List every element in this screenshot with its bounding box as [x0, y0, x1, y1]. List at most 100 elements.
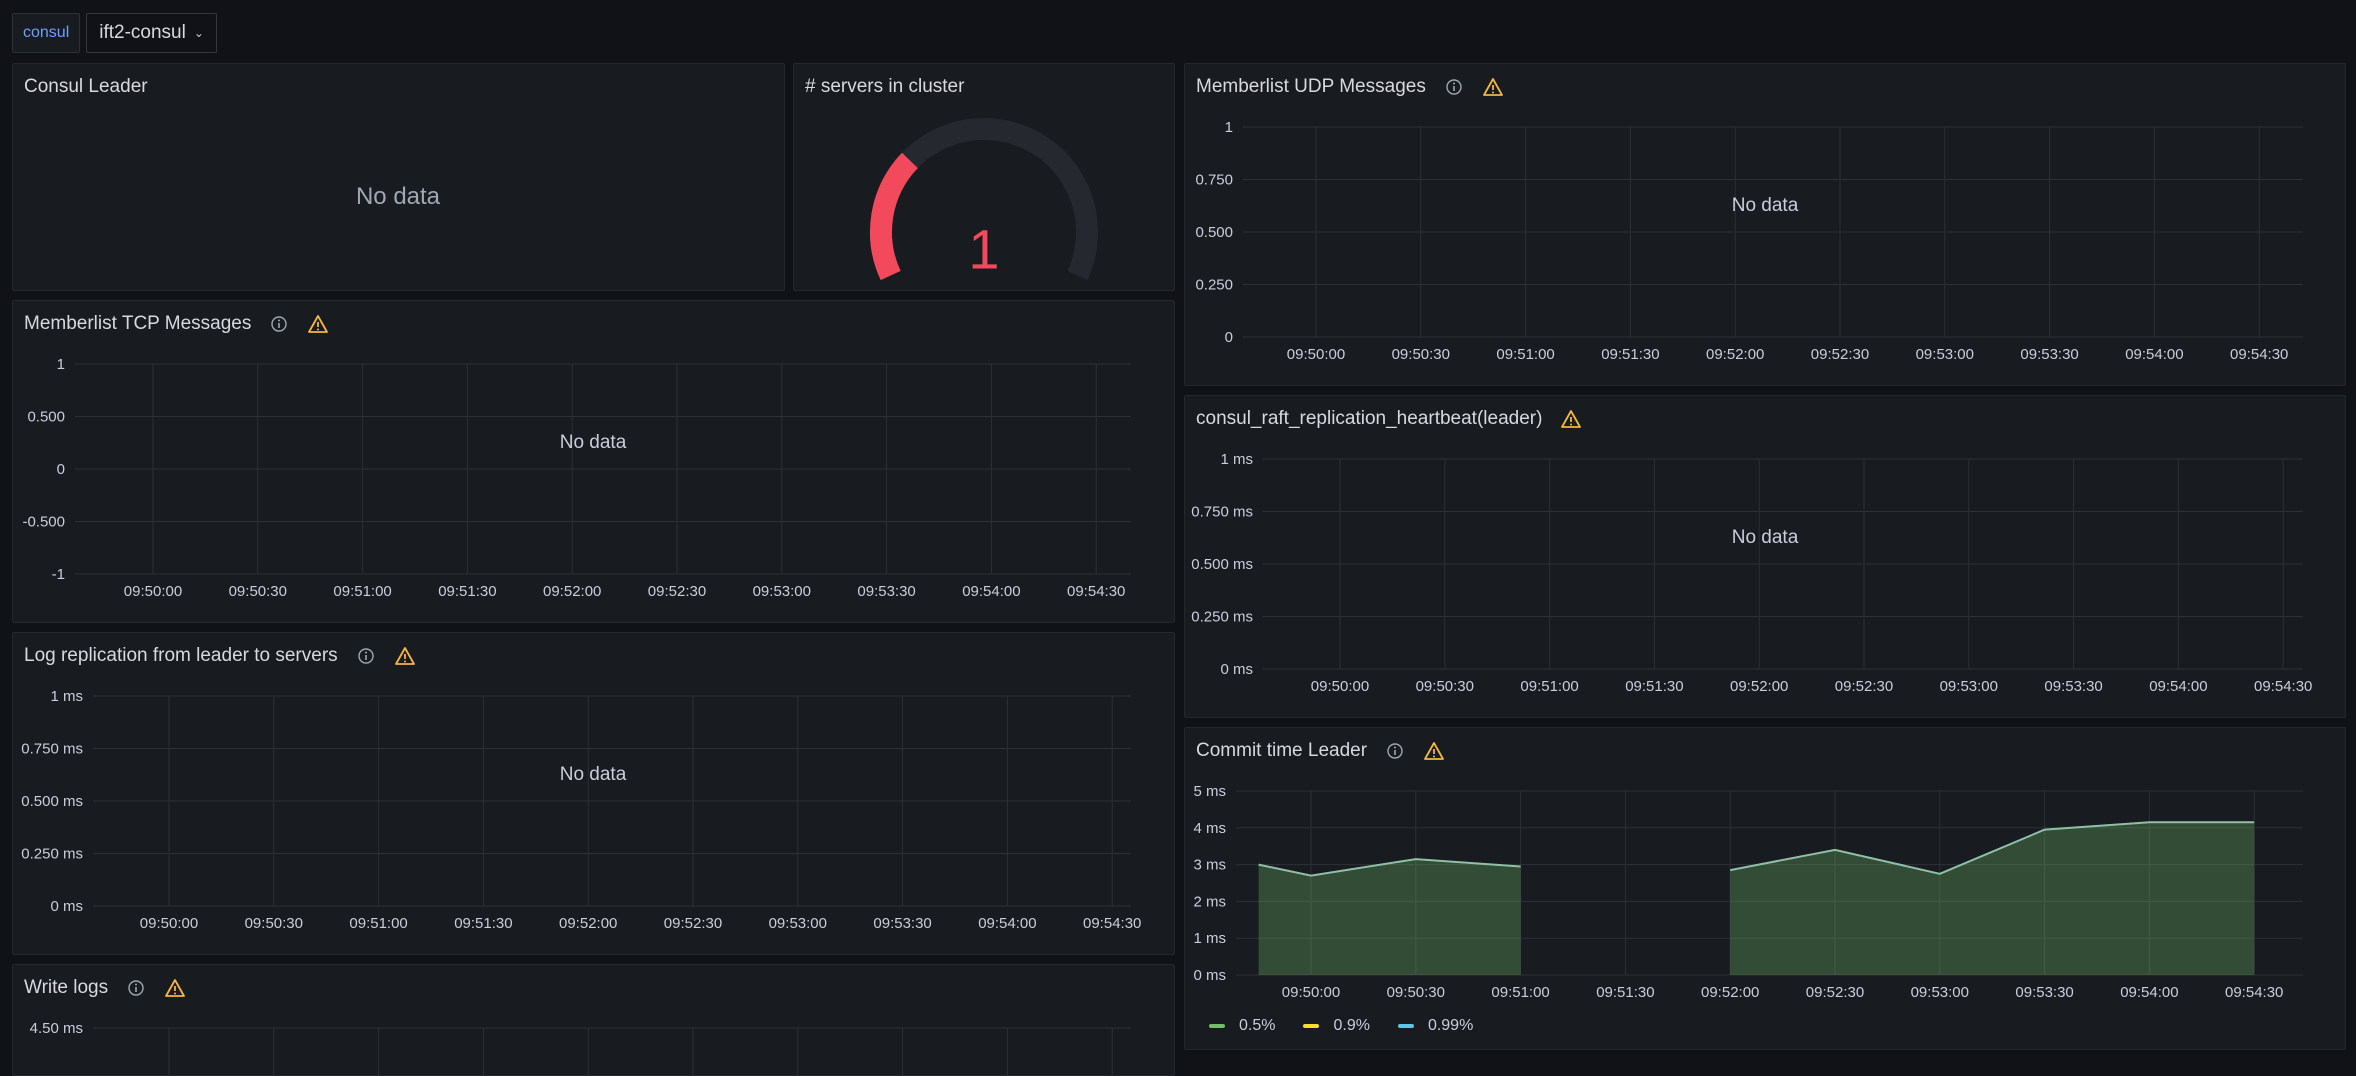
gauge-value: 1	[968, 217, 1000, 281]
panel-title[interactable]: Log replication from leader to servers	[24, 641, 416, 671]
info-icon[interactable]	[269, 314, 289, 334]
y-tick-label: 5 ms	[1193, 783, 1226, 800]
panel-title-text: consul_raft_replication_heartbeat(leader…	[1196, 408, 1543, 429]
x-tick-label: 09:51:00	[333, 583, 391, 600]
x-tick-label: 09:51:00	[1496, 346, 1554, 363]
x-tick-label: 09:50:30	[1416, 678, 1474, 695]
legend-item[interactable]: 0.5%	[1209, 1017, 1275, 1035]
x-tick-label: 09:51:30	[454, 915, 512, 932]
y-tick-label: 4 ms	[1193, 820, 1226, 837]
y-tick-label: -1	[52, 566, 65, 583]
x-tick-label: 09:52:30	[648, 583, 706, 600]
x-tick-label: 09:50:00	[1287, 346, 1345, 363]
x-tick-label: 09:52:30	[1806, 984, 1864, 1001]
x-tick-label: 09:50:00	[1311, 678, 1369, 695]
x-tick-label: 09:51:30	[1596, 984, 1654, 1001]
panel-raft-heartbeat: consul_raft_replication_heartbeat(leader…	[1184, 395, 2346, 718]
x-tick-label: 09:54:30	[2225, 984, 2283, 1001]
warning-icon[interactable]	[1423, 741, 1445, 761]
x-tick-label: 09:50:00	[124, 583, 182, 600]
chart-heartbeat: 1 ms 0.750 ms 0.500 ms 0.250 ms 0 ms 09:50:00…	[1191, 451, 2312, 695]
panel-title-text: Memberlist UDP Messages	[1196, 76, 1426, 97]
panel-title-text: Log replication from leader to servers	[24, 645, 338, 666]
x-tick-label: 09:53:00	[1916, 346, 1974, 363]
no-data-message: No data	[559, 764, 627, 785]
y-tick-label: 0.750 ms	[1191, 504, 1253, 521]
panel-title[interactable]: Consul Leader	[24, 72, 148, 102]
legend-swatch	[1303, 1024, 1320, 1028]
x-tick-label: 09:50:00	[1282, 984, 1340, 1001]
legend-label: 0.5%	[1239, 1017, 1276, 1034]
x-tick-label: 09:54:00	[2120, 984, 2178, 1001]
chart-tcp: 1 0.500 0 -0.500 -1 09:50:00 09:50:30 09:51:00 0…	[22, 356, 1131, 600]
series-area	[1258, 859, 1521, 975]
legend-swatch	[1209, 1024, 1225, 1028]
y-tick-label: -0.500	[22, 514, 65, 531]
no-data-message: No data	[1731, 527, 1799, 548]
x-tick-label: 09:52:00	[1730, 678, 1788, 695]
panel-title[interactable]: Memberlist TCP Messages	[24, 309, 329, 339]
y-tick-label: 0.500 ms	[1191, 556, 1253, 573]
x-tick-label: 09:52:30	[1835, 678, 1893, 695]
info-icon[interactable]	[356, 646, 376, 666]
x-tick-label: 09:50:30	[1387, 984, 1445, 1001]
panel-memberlist-tcp: Memberlist TCP Messages 1 0.500 0 -0.500 -1 0…	[12, 300, 1175, 623]
x-tick-label: 09:54:30	[1067, 583, 1125, 600]
y-tick-label: 0	[1225, 329, 1233, 346]
panel-title[interactable]: consul_raft_replication_heartbeat(leader…	[1196, 404, 1582, 434]
x-tick-label: 09:51:30	[1601, 346, 1659, 363]
y-tick-label: 0.250 ms	[1191, 609, 1253, 626]
warning-icon[interactable]	[164, 978, 186, 998]
variable-value: ift2-consul	[99, 22, 186, 43]
warning-icon[interactable]	[1482, 77, 1504, 97]
x-tick-label: 09:52:30	[664, 915, 722, 932]
x-tick-label: 09:54:30	[2230, 346, 2288, 363]
variables-bar: consul ift2-consul ⌄	[12, 13, 217, 53]
panel-write-logs: Write logs 4.50 ms	[12, 964, 1175, 1076]
panel-title[interactable]: Commit time Leader	[1196, 736, 1445, 766]
info-icon[interactable]	[1385, 741, 1405, 761]
y-tick-label: 2 ms	[1193, 893, 1226, 910]
legend-item[interactable]: 0.99%	[1397, 1017, 1473, 1035]
legend-swatch	[1397, 1024, 1414, 1028]
x-tick-label: 09:53:00	[753, 583, 811, 600]
y-tick-label: 4.50 ms	[30, 1020, 83, 1037]
panel-title[interactable]: Memberlist UDP Messages	[1196, 72, 1504, 102]
panel-consul-leader: Consul Leader No data	[12, 63, 785, 291]
y-tick-label: 0.250 ms	[21, 846, 83, 863]
y-tick-label: 0 ms	[50, 898, 83, 915]
warning-icon[interactable]	[1560, 409, 1582, 429]
y-tick-label: 0.500	[27, 409, 65, 426]
x-tick-label: 09:51:00	[1520, 678, 1578, 695]
no-data-message: No data	[1731, 195, 1799, 216]
no-data-message: No data	[355, 183, 441, 210]
panel-title[interactable]: # servers in cluster	[805, 72, 964, 102]
x-tick-label: 09:51:30	[1625, 678, 1683, 695]
y-tick-label: 0.500	[1195, 224, 1233, 241]
chart-udp: 1 0.750 0.500 0.250 0 09:50:00 09:50:30 09:51:0…	[1195, 119, 2303, 363]
warning-icon[interactable]	[394, 646, 416, 666]
y-tick-label: 0 ms	[1220, 661, 1253, 678]
series-line	[1258, 858, 1521, 877]
y-tick-label: 3 ms	[1193, 857, 1226, 874]
x-tick-label: 09:52:00	[1706, 346, 1764, 363]
x-tick-label: 09:52:00	[1701, 984, 1759, 1001]
chart-write-logs: 4.50 ms	[30, 1020, 1131, 1075]
panel-log-replication: Log replication from leader to servers 1…	[12, 632, 1175, 955]
x-tick-label: 09:53:30	[2015, 984, 2073, 1001]
legend-item[interactable]: 0.9%	[1303, 1017, 1370, 1035]
panel-commit-time-leader: Commit time Leader 5 ms 4 ms 3 ms 2 ms 1 ms 0…	[1184, 727, 2346, 1050]
y-tick-label: 1	[1225, 119, 1233, 136]
series-area	[1730, 822, 2255, 975]
x-tick-label: 09:52:00	[543, 583, 601, 600]
panel-title-text: Consul Leader	[24, 76, 148, 97]
info-icon[interactable]	[1444, 77, 1464, 97]
gauge	[870, 118, 1098, 281]
warning-icon[interactable]	[307, 314, 329, 334]
variable-select[interactable]: ift2-consul ⌄	[86, 13, 217, 53]
panel-title-text: Memberlist TCP Messages	[24, 313, 252, 334]
x-tick-label: 09:52:30	[1811, 346, 1869, 363]
info-icon[interactable]	[126, 978, 146, 998]
panel-title[interactable]: Write logs	[24, 973, 186, 1003]
y-tick-label: 1 ms	[1193, 930, 1226, 947]
